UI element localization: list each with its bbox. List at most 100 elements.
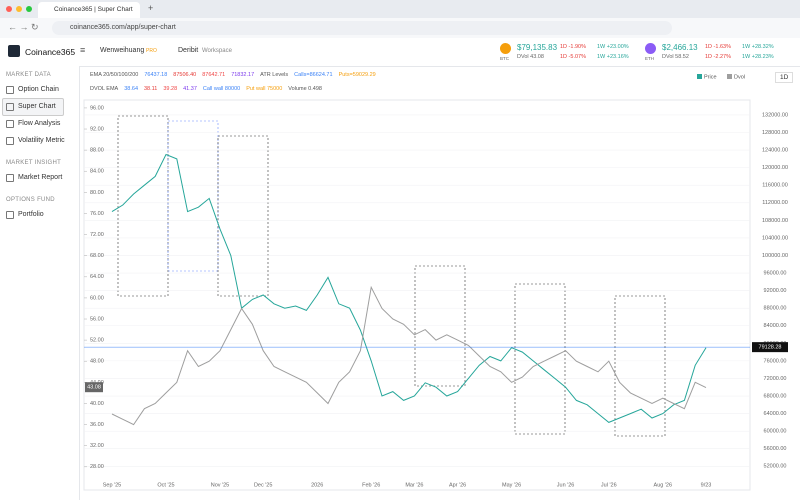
y2-tick-label: 96000.00 [764,270,787,276]
close-dot[interactable] [6,6,12,12]
menu-icon [6,174,14,182]
x-tick-label: Nov '25 [211,482,229,488]
x-tick-label: Aug '26 [654,482,672,488]
coin-icon [500,43,511,54]
y-tick-label: 40.00 [90,401,104,407]
menu-item[interactable]: Super Chart [18,103,56,110]
x-tick-label: Jul '26 [601,482,617,488]
y2-tick-label: 100000.00 [762,253,788,259]
ema-value: 76437.18 [144,72,168,78]
new-tab[interactable]: + [148,3,154,13]
dvol-ema-value: 38.64 [124,86,138,92]
sidebar: MARKET DATA Option Chain Super Chart Flow A… [0,66,80,500]
atr-calls: Calls=86624.71 [294,72,333,78]
dvol: DVol 43.08 [517,54,544,60]
atr-box [614,295,666,437]
dvol-1w: 1W +28.23% [742,54,774,60]
tab[interactable]: Coinance365 | Super Chart [38,2,140,18]
y-tick-label: 96.00 [90,105,104,111]
menu-icon [6,103,14,111]
x-tick-label: May '26 [502,482,521,488]
put-wall: Put wall 75000 [246,86,283,92]
dvol-row: DVOL EMA 38.64 38.11 39.28 41.37 Call wall 80… [90,86,328,92]
menu-item[interactable]: Flow Analysis [18,120,61,127]
selected-box [2,98,64,116]
call-wall: Call wall 80000 [202,86,241,92]
y-tick-label: 48.00 [90,359,104,365]
x-tick-label: Apr '26 [449,482,466,488]
y2-tick-label: 120000.00 [762,165,788,171]
y2-tick-label: 124000.00 [762,148,788,154]
user[interactable]: Wenweihuang [100,47,145,54]
app-header: Coinance365 ≡ Wenweihuang PRO Deribit Wo… [0,38,800,67]
coin-symbol: BTC [500,56,509,61]
y-tick-label: 88.00 [90,148,104,154]
exchange[interactable]: Deribit [178,47,199,54]
url-field[interactable]: coinance365.com/app/super-chart [52,21,672,35]
badge: PRO [146,48,157,54]
x-tick-label: Oct '25 [157,482,174,488]
menu-item[interactable]: Option Chain [18,86,59,93]
address-bar: ← → ↻ coinance365.com/app/super-chart [0,18,800,39]
menu-item[interactable]: Portfolio [18,211,44,218]
dvol-ema-label: DVOL EMA [90,86,119,92]
workspace[interactable]: Workspace [202,48,232,54]
dvol-ema-value: 39.28 [163,86,178,92]
menu-item[interactable]: Volatility Metric [18,137,65,144]
dvol-ema-value: 41.37 [183,86,197,92]
y2-tick-label: 104000.00 [762,235,788,241]
y2-tick-label: 76000.00 [764,358,787,364]
y2-tick-label: 64000.00 [764,411,787,417]
x-tick-label: Feb '26 [362,482,380,488]
menu-icon [6,137,14,145]
y-tick-label: 80.00 [90,190,104,196]
chart: 52000.00 56000.00 60000.00 64000.00 68000.00… [83,74,788,491]
section-title: MARKET DATA [6,72,51,78]
menu-button[interactable]: ≡ [80,45,86,55]
ema-value: 87506.40 [173,72,197,78]
y2-tick-label: 112000.00 [762,200,788,206]
atr-box [217,135,269,297]
y2-tick-label: 60000.00 [764,429,787,435]
y-tick-label: 32.00 [90,443,104,449]
dvol-ema-value: 38.11 [144,86,158,92]
y2-tick-label: 88000.00 [764,306,787,312]
ema-label: EMA 20/50/100/200 [90,72,139,78]
y2-tick-label: 132000.00 [762,112,788,118]
tab-bar: Coinance365 | Super Chart + [0,0,800,18]
series-line [111,285,707,426]
y-tick-label: 64.00 [90,274,104,280]
dvol-1d: 1D -2.27% [705,54,731,60]
logo [8,45,20,57]
ema-row: EMA 20/50/100/200 76437.18 87506.40 87642.7… [90,72,382,78]
y-tick-label: 36.00 [90,422,104,428]
y2-tick-label: 52000.00 [764,464,787,470]
y2-tick-label: 108000.00 [762,218,788,224]
coin-symbol: ETH [645,56,654,61]
menu-item[interactable]: Market Report [18,174,63,181]
x-tick-label: Dec '25 [254,482,272,488]
min-dot[interactable] [16,6,22,12]
url: coinance365.com/app/super-chart [70,24,176,31]
legend-swatch [727,74,732,79]
y2-tick-label: 116000.00 [762,183,788,189]
interval[interactable]: 1D [775,72,794,83]
dvol: DVol 58.52 [662,54,689,60]
y2-tick-label: 56000.00 [764,446,787,452]
price: $2,466.13 [662,43,698,52]
y-tick-label: 76.00 [90,211,104,217]
last-dvol-label: 43.08 [87,385,101,391]
ema-value: 71832.17 [231,72,255,78]
y-tick-label: 52.00 [90,338,104,344]
brand[interactable]: Coinance365 [25,47,76,57]
menu-icon [6,86,14,94]
change-1w: 1W +28.32% [742,44,774,50]
volume: Volume 0.498 [288,86,322,92]
change-1d: 1D -1.90% [560,44,586,50]
max-dot[interactable] [26,6,32,12]
change-1w: 1W +23.00% [597,44,629,50]
y-tick-label: 92.00 [90,126,104,132]
nav-buttons[interactable]: ← → ↻ [8,22,39,32]
y2-tick-label: 68000.00 [764,393,787,399]
